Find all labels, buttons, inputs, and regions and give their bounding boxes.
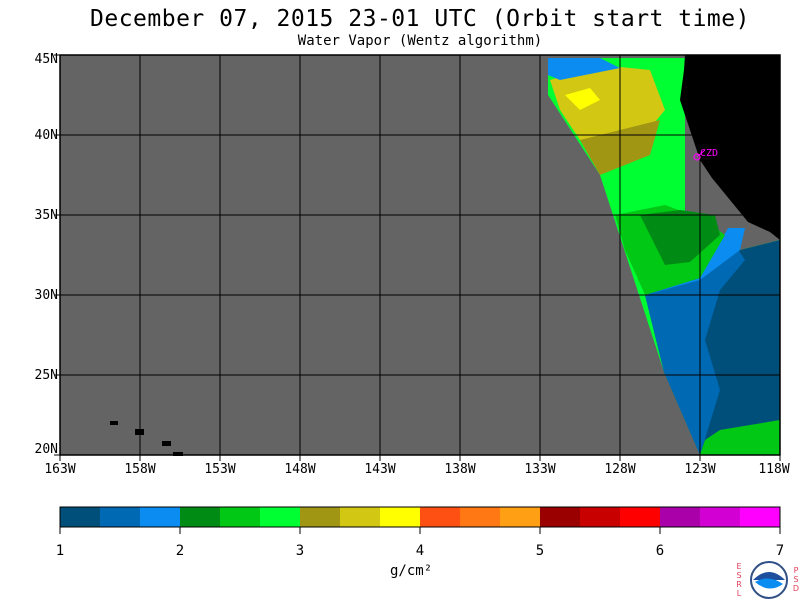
axis-ticks <box>54 54 781 461</box>
lon-label-118w: 118W <box>758 462 790 477</box>
lat-lon-grid <box>60 55 780 455</box>
lat-label-20n: 20N <box>34 442 58 457</box>
colorbar-label-7: 7 <box>775 543 785 559</box>
lon-label-138w: 138W <box>444 462 476 477</box>
swath-bright-yellow-region <box>565 88 600 110</box>
lon-label-123w: 123W <box>684 462 716 477</box>
colorbar-swatch <box>660 507 701 527</box>
colorbar-label-4: 4 <box>415 543 425 559</box>
colorbar-label-5: 5 <box>535 543 545 559</box>
colorbar-swatch <box>620 507 661 527</box>
lon-label-158w: 158W <box>124 462 156 477</box>
colorbar-label-6: 6 <box>655 543 665 559</box>
lat-label-45n: 45N <box>34 52 58 67</box>
colorbar-swatch <box>500 507 541 527</box>
colorbar-swatch <box>420 507 461 527</box>
north-america-land <box>680 55 780 240</box>
station-label: CZD <box>700 148 718 159</box>
colorbar <box>60 507 781 527</box>
colorbar-swatch <box>140 507 181 527</box>
lat-label-25n: 25N <box>34 368 58 383</box>
colorbar-swatch <box>580 507 621 527</box>
colorbar-units: g/cm² <box>390 563 433 579</box>
lon-label-148w: 148W <box>284 462 316 477</box>
lat-label-35n: 35N <box>34 208 58 223</box>
map-subtitle: Water Vapor (Wentz algorithm) <box>297 33 543 49</box>
swath-mid-blue-region <box>645 245 745 455</box>
colorbar-swatch <box>340 507 381 527</box>
colorbar-label-1: 1 <box>55 543 65 559</box>
swath-south-green-edge <box>700 420 780 455</box>
colorbar-ticks <box>59 527 781 534</box>
colorbar-swatch <box>60 507 101 527</box>
colorbar-swatch <box>700 507 741 527</box>
lon-label-143w: 143W <box>364 462 396 477</box>
colorbar-swatch <box>220 507 261 527</box>
colorbar-swatch <box>380 507 421 527</box>
lat-label-40n: 40N <box>34 128 58 143</box>
colorbar-swatch <box>180 507 221 527</box>
lon-label-128w: 128W <box>604 462 636 477</box>
map-title: December 07, 2015 23-01 UTC (Orbit start… <box>90 6 750 32</box>
colorbar-label-3: 3 <box>295 543 305 559</box>
noaa-emblem-icon <box>750 561 788 599</box>
lon-label-133w: 133W <box>524 462 556 477</box>
colorbar-swatch <box>540 507 581 527</box>
swath-north-blue-edge <box>548 58 620 80</box>
map-frame <box>59 54 781 456</box>
lat-label-30n: 30N <box>34 288 58 303</box>
colorbar-swatch <box>740 507 781 527</box>
colorbar-label-2: 2 <box>175 543 185 559</box>
colorbar-swatch <box>300 507 341 527</box>
lon-label-163w: 163W <box>44 462 76 477</box>
lon-label-153w: 153W <box>204 462 236 477</box>
colorbar-swatch <box>260 507 301 527</box>
swath-light-blue-region <box>645 228 745 295</box>
station-marker <box>693 149 706 161</box>
colorbar-swatch <box>100 507 141 527</box>
colorbar-swatch <box>460 507 501 527</box>
